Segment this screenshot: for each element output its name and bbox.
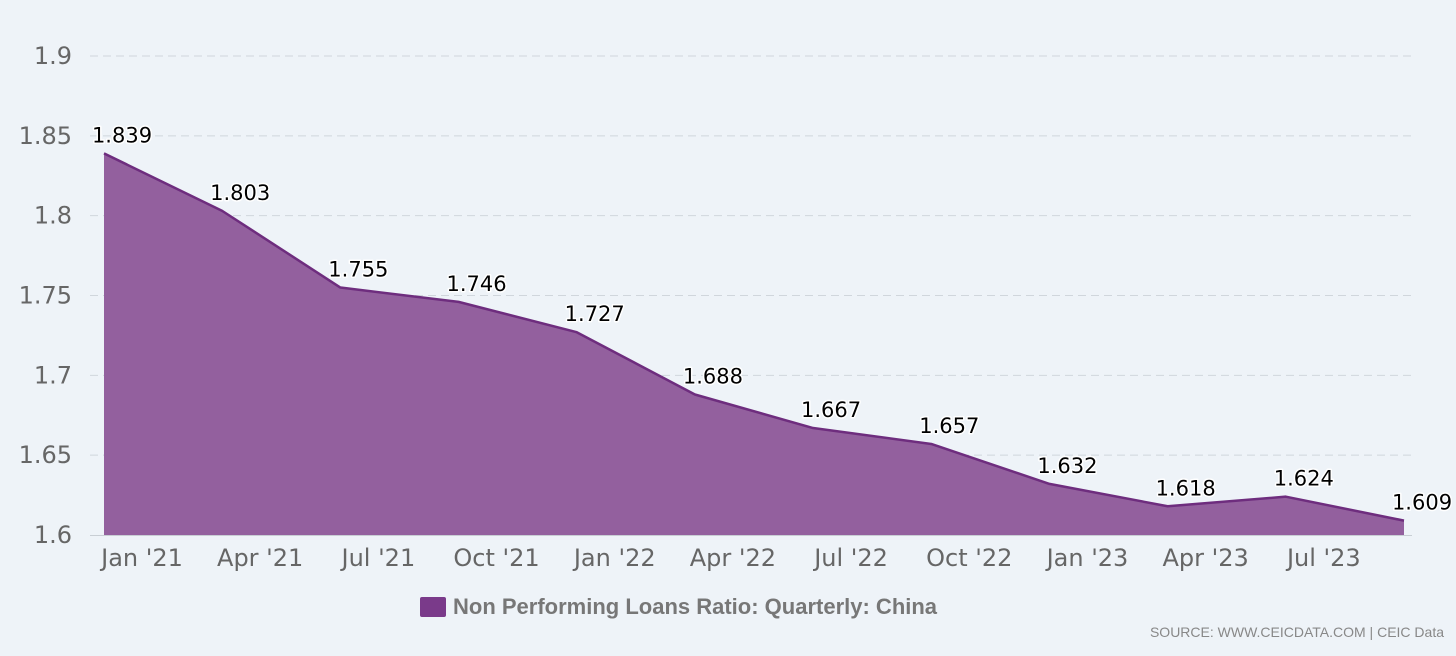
y-tick-label: 1.9 (34, 42, 72, 70)
x-tick-label: Oct '21 (453, 544, 539, 572)
x-tick-label: Jan '22 (572, 544, 656, 572)
y-tick-label: 1.85 (19, 122, 72, 150)
y-tick-label: 1.65 (19, 441, 72, 469)
data-label: 1.632 (1037, 454, 1097, 478)
y-tick-label: 1.8 (34, 202, 72, 230)
data-label: 1.727 (565, 302, 625, 326)
data-label: 1.746 (446, 272, 506, 296)
y-tick-label: 1.7 (34, 361, 72, 389)
data-label: 1.688 (683, 364, 743, 388)
data-label: 1.667 (801, 398, 861, 422)
y-tick-label: 1.75 (19, 282, 72, 310)
data-label: 1.803 (210, 181, 270, 205)
x-tick-label: Apr '22 (690, 544, 776, 572)
series-area (104, 153, 1404, 535)
source-credit: SOURCE: WWW.CEICDATA.COM | CEIC Data (1149, 624, 1444, 640)
x-tick-label: Jul '23 (1285, 544, 1361, 572)
data-label: 1.618 (1156, 476, 1216, 500)
x-tick-label: Jan '21 (99, 544, 183, 572)
data-label: 1.755 (328, 258, 388, 282)
x-tick-label: Apr '21 (217, 544, 303, 572)
series-line (103, 152, 1405, 522)
legend-label: Non Performing Loans Ratio: Quarterly: C… (453, 594, 938, 619)
y-tick-label: 1.6 (34, 521, 72, 549)
data-label: 1.609 (1392, 491, 1452, 515)
x-tick-label: Oct '22 (926, 544, 1012, 572)
x-tick-label: Jul '22 (812, 544, 888, 572)
data-label: 1.839 (92, 123, 152, 147)
x-tick-label: Jan '23 (1045, 544, 1129, 572)
data-label: 1.624 (1274, 467, 1334, 491)
legend[interactable]: Non Performing Loans Ratio: Quarterly: C… (420, 594, 937, 620)
data-label: 1.657 (919, 414, 979, 438)
x-tick-label: Apr '23 (1162, 544, 1248, 572)
x-tick-label: Jul '21 (339, 544, 415, 572)
legend-swatch (420, 597, 446, 617)
